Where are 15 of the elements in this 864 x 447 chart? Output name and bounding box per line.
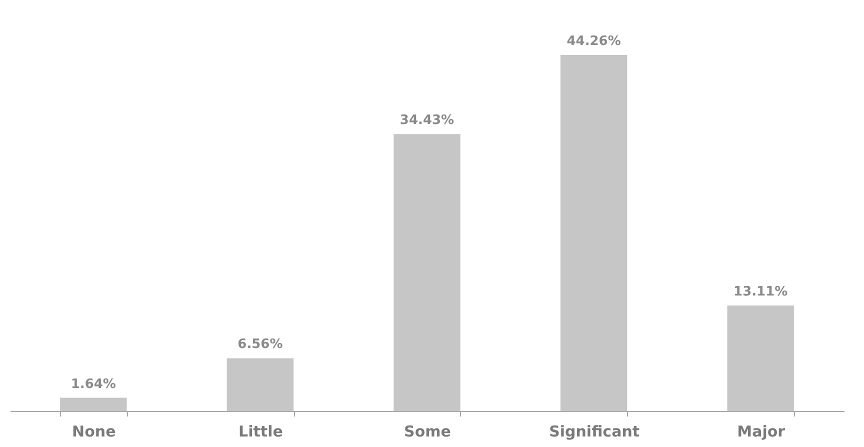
data-label: 13.11% bbox=[734, 284, 788, 300]
bar bbox=[394, 134, 460, 411]
x-tick-label: Little bbox=[238, 422, 283, 440]
bar bbox=[226, 358, 294, 411]
x-tick-label: Some bbox=[404, 422, 451, 440]
x-tick-label: Significant bbox=[549, 422, 640, 440]
x-tick-label: None bbox=[72, 422, 116, 440]
data-label: 1.64% bbox=[70, 376, 116, 392]
bar bbox=[727, 306, 794, 411]
x-tick-label: Major bbox=[737, 422, 786, 440]
data-label: 6.56% bbox=[238, 337, 283, 352]
data-label: 34.43% bbox=[400, 113, 454, 128]
bar bbox=[560, 55, 628, 411]
bar bbox=[60, 398, 127, 411]
data-label: 44.26% bbox=[566, 34, 621, 49]
